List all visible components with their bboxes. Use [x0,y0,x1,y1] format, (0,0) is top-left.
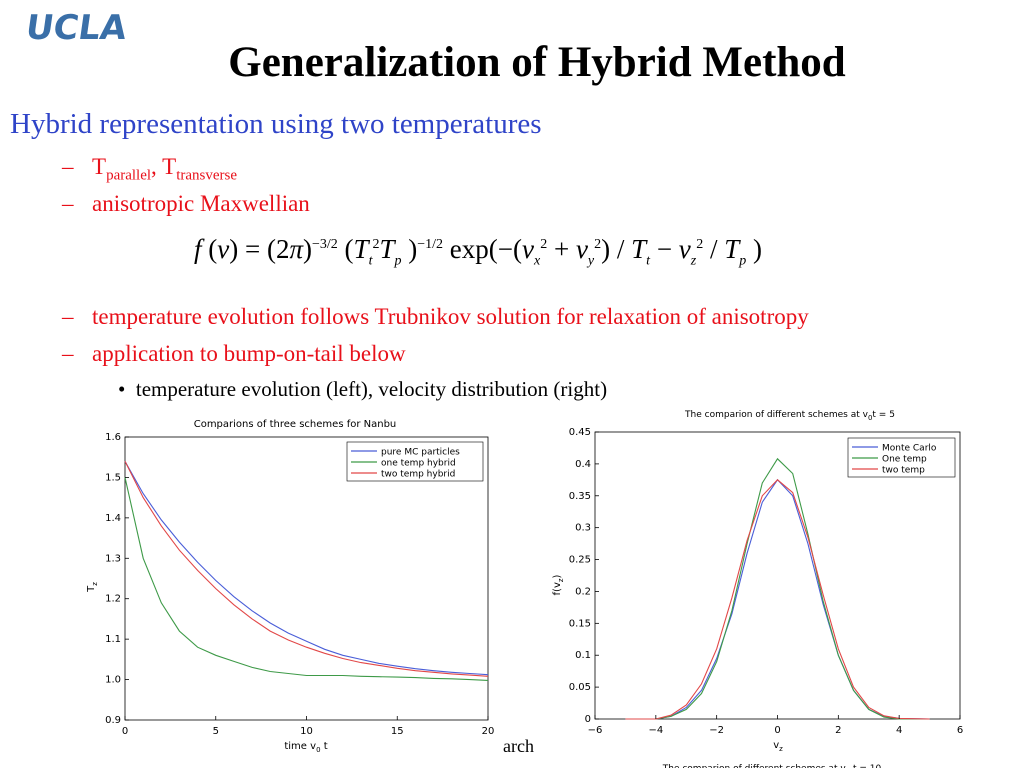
y-tick-label: 0 [585,714,591,725]
x-tick-label: −6 [588,725,603,736]
y-tick-label: 1.1 [105,634,121,645]
y-axis-label: Tz [86,582,99,593]
chart-title: The comparion of different schemes at v0… [684,410,895,422]
y-tick-label: 1.0 [105,675,121,686]
y-tick-label: 0.2 [575,586,591,597]
y-tick-label: 0.45 [569,427,591,438]
trubnikov-text: temperature evolution follows Trubnikov … [92,304,809,329]
y-tick-label: 0.3 [575,523,591,534]
x-tick-label: −4 [648,725,663,736]
chart-title: Comparions of three schemes for Nanbu [194,419,397,430]
x-tick-label: 4 [896,725,902,736]
bump-text: application to bump-on-tail below [92,341,406,366]
y-tick-label: 1.3 [105,553,121,564]
distribution-chart: The comparion of different schemes at v0… [552,410,963,768]
x-axis-label: time v0 t [284,741,327,754]
series-line [625,478,930,720]
legend-label: Monte Carlo [882,444,937,454]
y-tick-label: 0.15 [569,618,591,629]
series-line [124,461,489,677]
x-tick-label: 0 [122,726,128,737]
x-axis-label: vz [773,740,783,753]
y-tick-label: 0.05 [569,682,591,693]
trubnikov-item: – temperature evolution follows Trubnikov… [62,304,809,329]
maxwellian-formula: f (v) = (2π)−3/2 (Tt2Tp )−1/2 exp(−(vx2 … [194,234,763,269]
y-tick-label: 0.4 [575,459,591,470]
evolution-text: temperature evolution (left), velocity d… [135,377,608,401]
y-tick-label: 1.4 [105,513,121,524]
t-transverse-sub: transverse [176,167,237,184]
x-tick-label: 10 [300,726,313,737]
y-tick-label: 1.5 [105,472,121,483]
series-line [124,461,489,676]
legend-label: two temp hybrid [381,470,455,480]
x-tick-label: 0 [774,725,780,736]
t-sep: , T [151,154,177,179]
y-tick-label: 0.25 [569,555,591,566]
slide-title: Generalization of Hybrid Method [228,39,846,86]
maxwellian-text: anisotropic Maxwellian [92,191,310,216]
x-tick-label: 6 [957,725,963,736]
legend-label: one temp hybrid [381,459,456,469]
y-tick-label: 0.9 [105,715,121,726]
legend-label: One temp [882,455,927,465]
x-tick-label: 20 [482,726,495,737]
footer-fragment: arch [503,736,534,756]
series-line [625,479,930,720]
maxwellian-item: – anisotropic Maxwellian [62,191,310,216]
y-tick-label: 0.1 [575,650,591,661]
x-tick-label: −2 [709,725,724,736]
y-tick-label: 1.6 [105,432,121,443]
series-line [625,457,930,720]
legend-label: two temp [882,466,925,476]
y-tick-label: 1.2 [105,594,121,605]
y-tick-label: 0.35 [569,491,591,502]
temperature-chart: Comparions of three schemes for Nanbu 0 5… [86,419,495,754]
bump-item: – application to bump-on-tail below [62,341,406,366]
legend-label: pure MC particles [381,448,460,458]
t-parallel: T [92,154,107,179]
y-axis-label: f(vz) [552,574,565,595]
temps-item: – Tparallel, Ttransverse [62,154,237,184]
series-line [124,477,489,681]
x-tick-label: 5 [213,726,219,737]
bottom-caption-fragment: The comparion of different schemes at v0… [662,764,882,768]
t-parallel-sub: parallel [106,167,152,184]
x-tick-label: 15 [391,726,404,737]
x-tick-label: 2 [835,725,841,736]
section-heading: Hybrid representation using two temperat… [10,108,542,140]
evolution-item: • temperature evolution (left), velocity… [118,377,608,401]
